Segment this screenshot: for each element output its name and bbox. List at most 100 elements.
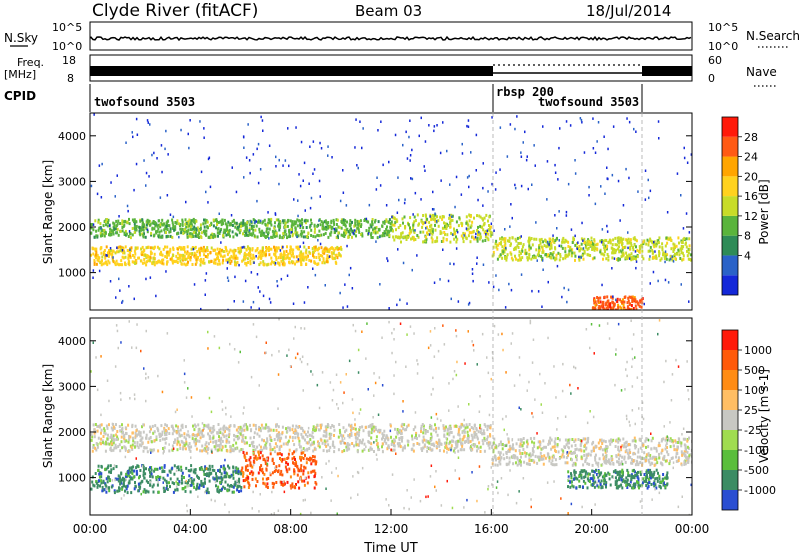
data-cell	[302, 435, 304, 439]
data-cell	[100, 260, 103, 264]
data-cell	[449, 446, 452, 450]
freq-band-early	[90, 66, 493, 76]
data-cell	[145, 436, 148, 440]
data-cell	[669, 445, 672, 449]
data-cell	[545, 245, 548, 249]
data-cell	[601, 252, 604, 256]
data-cell	[211, 468, 214, 472]
data-cell	[165, 487, 168, 491]
data-cell	[214, 218, 217, 222]
data-cell	[348, 222, 351, 226]
data-cell	[217, 469, 220, 473]
data-cell	[95, 229, 98, 233]
data-cell	[161, 258, 164, 262]
data-cell	[152, 431, 155, 435]
data-cell	[125, 472, 128, 476]
data-cell	[205, 489, 208, 493]
data-cell	[217, 234, 219, 238]
data-cell	[248, 483, 251, 487]
data-cell	[296, 245, 299, 249]
data-cell	[299, 224, 302, 228]
data-cell	[242, 471, 245, 475]
data-cell	[612, 301, 614, 305]
data-cell	[313, 245, 315, 249]
data-cell	[127, 473, 130, 477]
data-cell	[399, 224, 402, 227]
data-cell	[262, 246, 264, 250]
data-cell	[199, 120, 201, 123]
data-cell	[274, 251, 277, 255]
data-cell	[139, 219, 142, 223]
data-cell	[479, 224, 482, 228]
data-cell	[673, 243, 676, 247]
data-cell	[558, 244, 560, 248]
data-cell	[377, 445, 380, 449]
data-cell	[411, 434, 413, 438]
data-cell	[587, 238, 590, 242]
data-cell	[202, 427, 205, 430]
data-cell	[402, 143, 404, 147]
data-cell	[133, 445, 136, 449]
data-cell	[373, 226, 376, 230]
data-cell	[535, 237, 538, 241]
data-cell	[295, 260, 298, 264]
data-cell	[165, 479, 168, 483]
data-cell	[212, 436, 215, 440]
data-cell	[387, 220, 390, 224]
data-cell	[106, 251, 109, 255]
data-cell	[137, 432, 140, 436]
data-cell	[151, 475, 154, 479]
cpid-segment-3: twofsound 3503	[538, 95, 639, 109]
data-cell	[539, 239, 542, 243]
data-cell	[252, 253, 255, 257]
data-cell	[292, 252, 294, 256]
data-cell	[423, 438, 426, 442]
data-cell	[424, 169, 426, 172]
data-cell	[468, 301, 471, 305]
data-cell	[685, 212, 688, 215]
data-cell	[251, 477, 254, 481]
data-cell	[303, 448, 306, 452]
data-cell	[397, 226, 400, 230]
data-cell	[590, 236, 593, 240]
data-cell	[471, 235, 474, 239]
data-cell	[300, 426, 302, 430]
data-cell	[227, 230, 229, 234]
data-cell	[202, 469, 205, 473]
data-cell	[434, 213, 437, 217]
data-cell	[350, 431, 353, 435]
data-cell	[274, 212, 277, 215]
data-cell	[176, 448, 179, 452]
data-cell	[231, 490, 234, 494]
data-cell	[386, 447, 389, 451]
data-cell	[561, 453, 564, 457]
data-cell	[222, 259, 225, 262]
data-cell	[198, 236, 200, 239]
data-cell	[241, 466, 244, 470]
data-cell	[557, 251, 560, 255]
data-cell	[297, 436, 300, 440]
data-cell	[289, 249, 292, 252]
data-cell	[431, 448, 434, 452]
data-cell	[360, 233, 363, 236]
data-cell	[632, 248, 635, 252]
data-cell	[427, 447, 430, 450]
data-cell	[415, 431, 418, 435]
data-cell	[329, 426, 332, 430]
data-cell	[327, 256, 330, 260]
data-cell	[176, 232, 178, 236]
data-cell	[248, 229, 251, 232]
data-cell	[184, 263, 187, 267]
data-cell	[229, 424, 232, 428]
data-cell	[231, 249, 234, 253]
data-cell	[310, 462, 313, 466]
data-cell	[492, 285, 495, 289]
data-cell	[475, 169, 477, 172]
data-cell	[151, 153, 153, 157]
data-cell	[249, 262, 252, 266]
data-cell	[265, 249, 267, 253]
data-cell	[327, 424, 330, 428]
data-cell	[344, 231, 347, 235]
data-cell	[481, 217, 484, 221]
